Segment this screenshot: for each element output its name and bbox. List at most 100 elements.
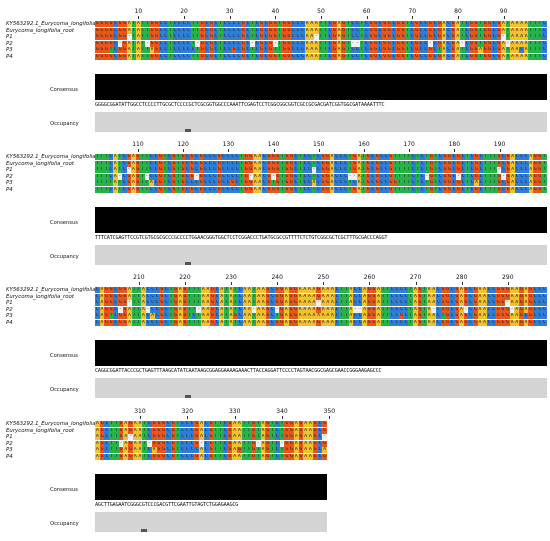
base-cell: C — [411, 160, 416, 167]
base-cell: T — [239, 160, 245, 167]
base-cell: C — [334, 180, 339, 187]
base-cell: G — [496, 27, 502, 34]
base-cell: G — [122, 320, 128, 326]
base-cell: A — [510, 167, 515, 174]
base-cell: C — [177, 27, 182, 34]
ruler-label: 150 — [313, 141, 325, 148]
base-cell: C — [391, 21, 397, 27]
base-cell: C — [186, 54, 191, 60]
base-cell: A — [523, 27, 529, 34]
base-cell: C — [377, 47, 383, 54]
base-cell: C — [214, 320, 220, 326]
base-cell: A — [362, 306, 367, 313]
base-cell: T — [405, 40, 410, 47]
base-cell: A — [426, 320, 432, 326]
base-cell: A — [325, 300, 331, 307]
base-cell: T — [117, 160, 123, 167]
base-cell: G — [244, 180, 249, 187]
base-cell: T — [483, 160, 488, 167]
base-cell: T — [402, 154, 407, 160]
base-cell: G — [332, 27, 337, 34]
base-cell: G — [104, 320, 109, 326]
base-cell: G — [469, 21, 474, 27]
base-cell: G — [210, 287, 215, 293]
base-cell: C — [184, 447, 190, 454]
base-cell: A — [376, 306, 381, 313]
base-cell: T — [145, 21, 150, 27]
base-cell: T — [433, 154, 439, 160]
base-cell: A — [307, 300, 312, 307]
base-cell: C — [227, 27, 232, 34]
base-cell: C — [501, 187, 506, 193]
base-cell: G — [122, 300, 128, 307]
base-cell: C — [194, 160, 199, 167]
base-cell: G — [482, 54, 488, 60]
base-cell: T — [95, 167, 100, 174]
base-cell: T — [361, 154, 366, 160]
base-cell: - — [353, 306, 358, 313]
base-cell: A — [336, 54, 342, 60]
base-cell: G — [286, 54, 292, 60]
base-cell: G — [374, 160, 380, 167]
base-cell: G — [104, 34, 109, 41]
base-cell: T — [460, 47, 465, 54]
base-cell: C — [147, 447, 152, 454]
base-cell: T — [339, 306, 344, 313]
base-cell: C — [230, 154, 235, 160]
base-cell: A — [247, 300, 252, 307]
base-cell: C — [491, 27, 497, 34]
base-cell: T — [145, 54, 150, 60]
base-cell: C — [164, 287, 169, 293]
base-cell: C — [237, 313, 243, 320]
base-cell: G — [198, 187, 204, 193]
base-cell: A — [376, 300, 381, 307]
base-cell: T — [251, 320, 257, 326]
base-cell: T — [406, 154, 412, 160]
base-cell: - — [352, 173, 357, 180]
base-cell: G — [428, 34, 433, 41]
sequence-label: P1 — [6, 300, 13, 307]
base-cell: C — [295, 21, 301, 27]
base-cell: C — [150, 287, 155, 293]
base-cell: C — [149, 173, 154, 180]
base-cell: - — [314, 34, 319, 41]
base-cell: C — [486, 300, 492, 307]
base-cell: A — [311, 180, 317, 187]
base-cell: T — [492, 187, 497, 193]
base-cell: T — [140, 173, 145, 180]
base-cell: G — [170, 421, 176, 427]
ruler-label: 220 — [179, 274, 191, 281]
base-cell: C — [391, 34, 397, 41]
base-cell: A — [510, 27, 515, 34]
base-cell: T — [255, 454, 261, 460]
base-cell: T — [415, 187, 421, 193]
base-cell: A — [329, 187, 335, 193]
base-cell: G — [399, 313, 404, 320]
base-cell: C — [225, 154, 231, 160]
base-cell: C — [204, 27, 210, 34]
base-cell: C — [390, 287, 395, 293]
base-cell: A — [201, 300, 206, 307]
base-cell: A — [99, 320, 105, 326]
base-cell: G — [442, 187, 448, 193]
base-cell: G — [505, 293, 510, 300]
base-cell: C — [350, 34, 356, 41]
base-cell: T — [218, 454, 223, 460]
base-cell: A — [232, 434, 238, 441]
base-cell: T — [347, 154, 353, 160]
base-cell: C — [227, 47, 232, 54]
base-cell: G — [469, 34, 474, 41]
base-cell: G — [482, 34, 488, 41]
base-cell: C — [411, 173, 416, 180]
base-cell: A — [99, 313, 105, 320]
base-cell: G — [156, 447, 162, 454]
base-cell: C — [167, 160, 172, 167]
base-cell: T — [359, 47, 365, 54]
base-cell: A — [132, 421, 138, 427]
base-cell: C — [113, 320, 119, 326]
base-cell: T — [347, 180, 353, 187]
base-cell: C — [418, 34, 424, 41]
base-cell: A — [219, 313, 225, 320]
